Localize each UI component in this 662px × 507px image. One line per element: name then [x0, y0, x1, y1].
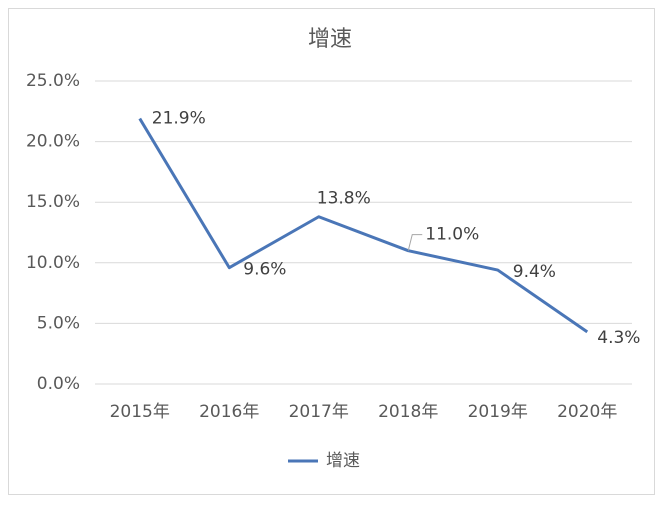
y-tick-label: 15.0% — [26, 192, 80, 212]
data-label: 4.3% — [597, 328, 640, 348]
y-tick-label: 5.0% — [37, 313, 80, 333]
y-tick-label: 0.0% — [37, 374, 80, 394]
y-tick-label: 25.0% — [26, 71, 80, 91]
chart-title: 增速 — [308, 27, 352, 52]
leader-line — [407, 234, 423, 251]
legend-label: 增速 — [326, 451, 360, 471]
x-tick-label: 2017年 — [289, 402, 349, 422]
y-tick-label: 10.0% — [26, 253, 80, 273]
x-tick-label: 2020年 — [557, 402, 617, 422]
chart-border — [8, 8, 655, 495]
x-tick-label: 2016年 — [199, 402, 259, 422]
x-tick-label: 2015年 — [110, 402, 170, 422]
y-tick-label: 20.0% — [26, 132, 80, 152]
data-label: 9.6% — [243, 260, 286, 280]
data-label: 13.8% — [317, 189, 371, 209]
x-tick-label: 2018年 — [378, 402, 438, 422]
data-label: 9.4% — [513, 262, 556, 282]
line-series — [138, 117, 589, 334]
x-tick-label: 2019年 — [468, 402, 528, 422]
data-label: 11.0% — [425, 225, 479, 245]
data-label: 21.9% — [152, 109, 206, 129]
